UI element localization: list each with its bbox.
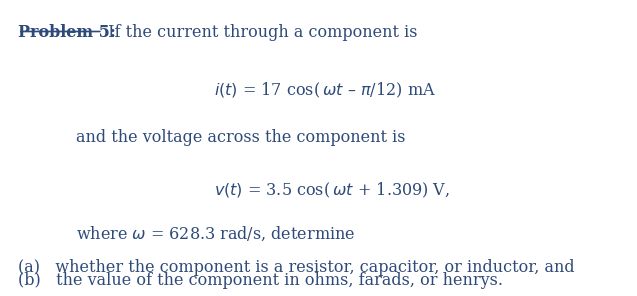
- Text: $v(t)$ = 3.5 cos( $\omega t$ + 1.309) V,: $v(t)$ = 3.5 cos( $\omega t$ + 1.309) V,: [215, 181, 450, 200]
- Text: $i(t)$ = 17 cos( $\omega t$ – $\pi$/12) mA: $i(t)$ = 17 cos( $\omega t$ – $\pi$/12) …: [215, 81, 436, 100]
- Text: where $\omega$ = 628.3 rad/s, determine: where $\omega$ = 628.3 rad/s, determine: [76, 224, 355, 243]
- Text: and the voltage across the component is: and the voltage across the component is: [76, 129, 406, 146]
- Text: Problem 5:: Problem 5:: [18, 24, 116, 41]
- Text: (b)   the value of the component in ohms, farads, or henrys.: (b) the value of the component in ohms, …: [18, 272, 503, 289]
- Text: (a)   whether the component is a resistor, capacitor, or inductor, and: (a) whether the component is a resistor,…: [18, 259, 575, 276]
- Text: If the current through a component is: If the current through a component is: [103, 24, 417, 41]
